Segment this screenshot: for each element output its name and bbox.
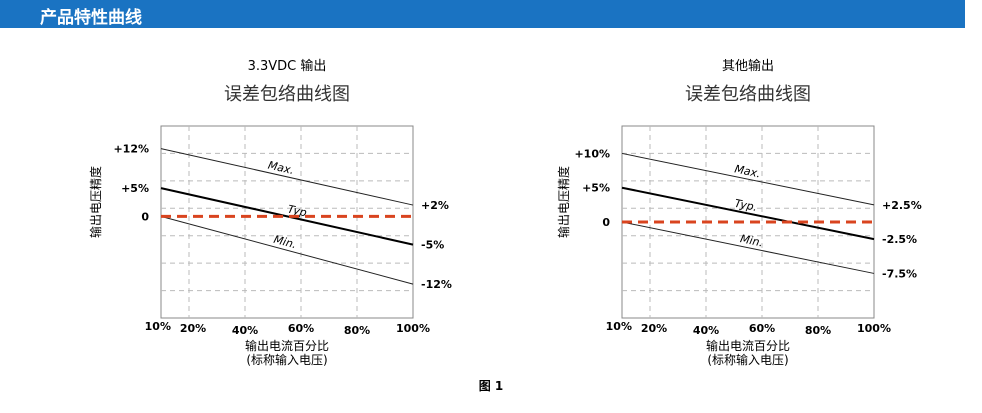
chart1-plot-frame — [160, 125, 414, 319]
chart2-y-tick-label: +10% — [574, 147, 610, 160]
chart2-series-max-label: Max. — [733, 162, 761, 180]
chart2-x-tick-label: 40% — [693, 324, 719, 337]
chart2-x-tick-label: 10% — [606, 320, 632, 333]
chart1-subtitle: 3.3VDC 输出 — [248, 58, 327, 74]
chart1-series-typ-line — [160, 187, 414, 246]
chart1-x-tick-label: 20% — [180, 322, 206, 335]
chart1-y-tick-label: 0 — [141, 210, 149, 223]
chart2-end-label: -2.5% — [882, 233, 917, 246]
chart1-series-min-label: Min. — [272, 233, 298, 252]
section-header: 产品特性曲线 — [0, 0, 965, 28]
chart2-series-typ-line — [621, 186, 875, 241]
chart1-title: 误差包络曲线图 — [224, 84, 350, 105]
chart2-y-tick-label: +5% — [582, 182, 610, 195]
chart2-x-tick-label: 100% — [857, 322, 891, 335]
chart2-x-tick-label: 60% — [749, 322, 775, 335]
chart1-end-label: -5% — [421, 239, 444, 252]
chart1-y-tick-label: +5% — [121, 182, 149, 195]
chart2-x-tick-label: 80% — [805, 324, 831, 337]
chart2-series-max-line — [621, 152, 875, 206]
chart2-subtitle: 其他输出 — [722, 58, 774, 74]
chart2-xlabel-sub: (标称输入电压) — [707, 352, 788, 367]
chart1-y-tick-label: +12% — [113, 143, 149, 156]
chart2-x-tick-label: 20% — [641, 322, 667, 335]
chart1-ylabel: 输出电压精度 — [88, 166, 103, 238]
chart1-xlabel-sub: (标称输入电压) — [246, 352, 327, 367]
chart2-y-tick-label: 0 — [602, 216, 610, 229]
chart2-title: 误差包络曲线图 — [685, 84, 811, 105]
chart1-x-tick-label: 10% — [145, 320, 171, 333]
chart1-x-tick-label: 40% — [232, 324, 258, 337]
chart1-xlabel: 输出电流百分比 — [245, 338, 329, 353]
chart2-end-label: -7.5% — [882, 267, 917, 280]
figure-caption: 图 1 — [478, 379, 504, 393]
chart1-x-tick-label: 60% — [288, 322, 314, 335]
chart2-series-min-label: Min. — [739, 232, 764, 249]
chart1-series-min-line — [160, 215, 414, 285]
chart2-xlabel: 输出电流百分比 — [706, 338, 790, 353]
chart2-series-min-line — [621, 221, 875, 274]
chart2-series-typ-label: Typ. — [733, 197, 758, 214]
chart2-ylabel: 输出电压精度 — [556, 166, 571, 238]
section-title: 产品特性曲线 — [40, 8, 142, 28]
chart1-end-label: -12% — [421, 278, 452, 291]
chart1-series-max-line — [160, 148, 414, 206]
chart1-x-tick-label: 100% — [396, 322, 430, 335]
chart1-x-tick-label: 80% — [344, 324, 370, 337]
chart2-end-label: +2.5% — [882, 199, 922, 212]
chart1-end-label: +2% — [421, 199, 449, 212]
chart1-series-max-label: Max. — [267, 159, 295, 177]
